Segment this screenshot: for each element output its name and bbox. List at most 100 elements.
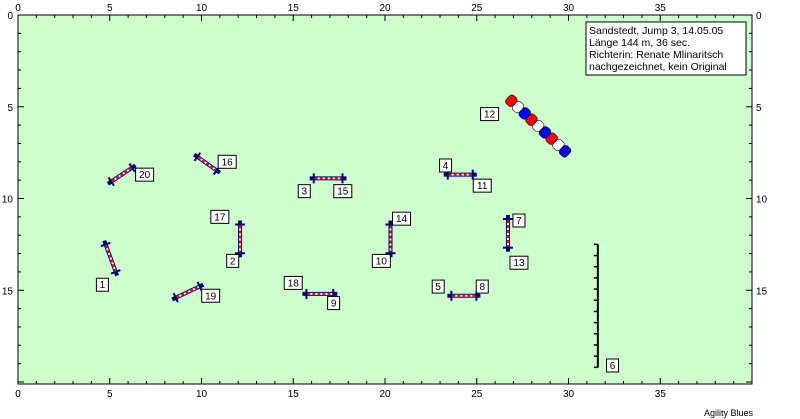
number-text: 8 [479,282,485,293]
number-box [480,107,500,122]
number-text: 15 [337,187,349,198]
hurdle-bar-stripes [111,167,132,182]
info-line-length: Länge 144 m, 36 sec. [589,37,690,49]
obstacle-hurdle-10 [385,220,396,258]
info-line-note: nachgezeichnet, kein Original [589,61,727,73]
number-box [201,288,221,303]
y-tick-label-right: 0 [756,11,762,22]
obstacle-number-19: 19 [201,288,221,303]
obstacle-number-10: 10 [371,253,391,268]
number-text: 10 [376,256,388,267]
number-text: 19 [205,291,217,302]
x-tick-label-top: 10 [196,3,208,14]
number-text: 6 [610,361,616,372]
x-tick-label-bottom: 30 [563,389,575,400]
obstacle-hurdle-19 [171,281,205,303]
number-box [439,158,453,173]
obstacle-hurdle-20 [106,162,137,187]
info-box-frame [585,21,747,76]
number-box [283,275,303,290]
number-text: 7 [516,216,522,227]
number-text: 18 [288,278,300,289]
info-line-event: Sandstedt, Jump 3, 14.05.05 [589,25,723,37]
obstacle-number-14: 14 [392,211,412,226]
obstacle-number-18: 18 [283,275,303,290]
x-tick-label-top: 15 [288,3,300,14]
number-text: 1 [100,280,106,291]
obstacle-number-4: 4 [439,158,453,173]
info-line-judge: Richterin: Renate Mlinaritsch [589,49,723,61]
number-box [217,154,237,169]
number-text: 3 [301,187,307,198]
hurdle-wing [128,162,136,173]
x-tick-label-top: 30 [563,3,575,14]
hurdle-bar-stripes [105,245,117,272]
number-box [371,253,391,268]
obstacle-hurdle-2 [235,220,246,258]
number-text: 16 [222,157,234,168]
x-tick-label-top: 35 [655,3,667,14]
x-tick-label-bottom: 10 [196,389,208,400]
obstacle-number-12: 12 [480,107,500,122]
hurdle-wing [193,152,202,162]
number-box [475,279,489,294]
hurdle-bar-stripes [197,156,217,171]
number-text: 11 [477,181,488,192]
obstacle-number-8: 8 [475,279,489,294]
number-text: 13 [513,258,525,269]
x-tick-label-top: 20 [379,3,391,14]
x-tick-label-bottom: 5 [107,389,113,400]
number-text: 5 [435,282,441,293]
obstacle-hurdle-5 [447,290,481,301]
hurdle-wing [196,281,203,292]
obstacle-number-2: 2 [226,253,240,268]
tunnel-segment [559,145,572,158]
obstacle-hurdle-1 [100,240,121,277]
x-tick-label-top: 0 [15,3,21,14]
number-text: 17 [214,212,226,223]
info-box: Sandstedt, Jump 3, 14.05.05 Länge 144 m,… [585,21,747,76]
number-box [512,213,526,228]
obstacle-number-7: 7 [512,213,526,228]
number-box [327,296,341,311]
number-box [392,211,412,226]
y-tick-label-right: 10 [756,195,768,206]
number-box [472,178,492,193]
obstacle-weave-6 [593,243,599,369]
hurdle-wing [107,176,115,187]
hurdle-wing [172,292,179,303]
y-tick-label-left: 15 [2,286,14,297]
number-box [333,184,353,199]
y-tick-label-right: 15 [756,286,768,297]
footer-credit: Agility Blues [704,408,754,418]
number-text: 4 [443,161,449,172]
x-tick-label-bottom: 0 [15,389,21,400]
number-box [95,277,109,292]
number-box [226,253,240,268]
number-text: 20 [139,170,151,181]
number-box [431,279,445,294]
x-tick-label-bottom: 25 [471,389,483,400]
number-box [297,184,311,199]
obstacle-number-15: 15 [333,184,353,199]
y-tick-label-left: 0 [7,11,13,22]
obstacle-number-20: 20 [135,167,155,182]
x-tick-label-bottom: 15 [288,389,300,400]
number-text: 9 [331,299,337,310]
obstacle-number-13: 13 [509,255,529,270]
obstacle-hurdle-16 [192,152,222,176]
number-text: 2 [230,256,236,267]
obstacle-number-6: 6 [606,358,620,373]
y-tick-label-right: 5 [756,103,762,114]
x-tick-label-top: 25 [471,3,483,14]
obstacle-number-9: 9 [327,296,341,311]
obstacle-hurdle-3 [309,173,347,184]
obstacle-number-16: 16 [217,154,237,169]
obstacle-number-3: 3 [297,184,311,199]
number-text: 12 [484,110,496,121]
hurdle-wing [100,241,111,248]
hurdle-wing [110,269,121,275]
